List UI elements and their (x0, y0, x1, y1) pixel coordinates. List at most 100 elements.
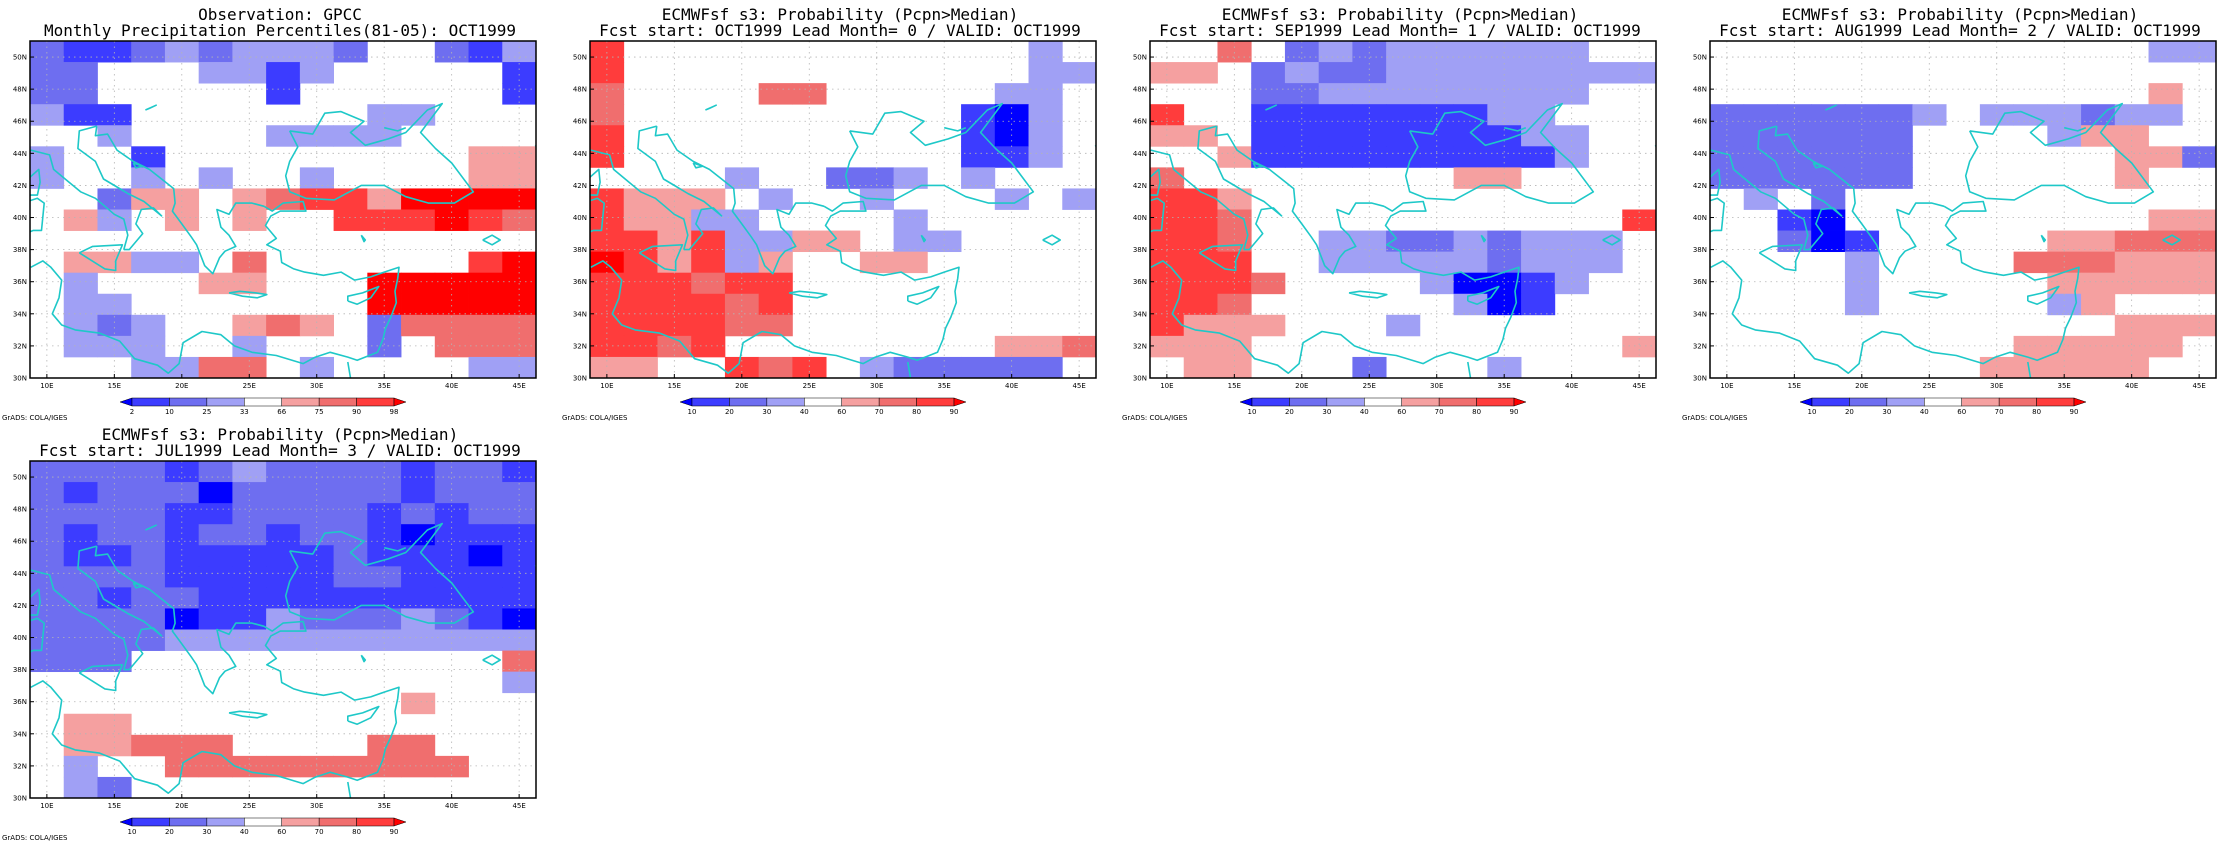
grid-cell (2081, 230, 2116, 253)
grid-cell (1878, 146, 1913, 168)
coastline (30, 149, 129, 250)
grid-cell (97, 335, 132, 358)
panel-title-line2: Fcst start: OCT1999 Lead Month= 0 / VALI… (599, 21, 1081, 40)
grid-cell (232, 356, 267, 378)
colorbar-swatch (766, 397, 805, 407)
colorbar-swatch (2036, 397, 2075, 407)
grid-cell (434, 335, 469, 358)
grid-cell (299, 755, 334, 778)
grid-cell (502, 167, 536, 189)
grid-cell (1743, 188, 1778, 210)
grid-cell (468, 566, 503, 588)
grid-cell (1183, 293, 1218, 316)
colorbar-label: 80 (352, 828, 361, 836)
grid-cell (724, 314, 760, 337)
grid-cell (299, 41, 334, 63)
colorbar-max-arrow (2073, 397, 2087, 407)
lat-tick-label: 32N (1693, 342, 1707, 350)
grid-cell (299, 629, 334, 651)
grid-cell (502, 650, 536, 673)
colorbar-swatch (1811, 397, 1850, 407)
coastline (1042, 234, 1062, 246)
grid-cell (63, 272, 98, 295)
grid-cell (1318, 125, 1353, 147)
grid-cell (198, 272, 233, 295)
lon-tick-label: 10E (1720, 382, 1733, 390)
coastline (384, 126, 407, 132)
lat-tick-label: 42N (573, 182, 587, 190)
colorbar-label: 60 (1957, 408, 1966, 416)
grid-cell (367, 209, 402, 231)
grid-cell (30, 83, 65, 105)
grid-cell (401, 314, 436, 337)
grid-cell (657, 188, 692, 210)
colorbar-label: 70 (875, 408, 884, 416)
lon-tick-label: 10E (40, 802, 53, 810)
lon-tick-label: 35E (1498, 382, 1511, 390)
map-panel-lead2: ECMWFsf s3: Probability (Pcpn>Median) Fcs… (1680, 0, 2240, 422)
grid-cell (758, 230, 793, 253)
coastline (907, 361, 912, 378)
grid-cell (893, 356, 928, 378)
lon-tick-label: 30E (310, 382, 323, 390)
grid-cell (691, 335, 726, 358)
coastline (346, 705, 380, 726)
grid-cell (590, 41, 625, 63)
grid-cell (333, 461, 368, 483)
grid-cell (2148, 314, 2183, 337)
colorbar-label: 20 (1845, 408, 1854, 416)
coastline (77, 125, 163, 251)
grid-cell (63, 41, 98, 63)
grid-cell (468, 251, 503, 274)
grid-cell (1217, 356, 1252, 378)
grid-cell (1811, 167, 1846, 189)
grid-cell (299, 524, 334, 546)
lat-tick-label: 50N (1693, 54, 1707, 62)
colorbar-swatch (1886, 397, 1925, 407)
grid-cell (1386, 314, 1421, 337)
grid-cell (691, 209, 726, 231)
grid-cell (30, 608, 65, 630)
grid-cell (97, 713, 132, 736)
grid-cell (758, 188, 793, 210)
colorbar: 2 10 25 33 66 75 90 98 (119, 397, 407, 416)
grid-cell (590, 335, 625, 358)
grads-credit: GrADS: COLA/IGES (2, 414, 68, 422)
coastline (590, 168, 601, 196)
grid-cell (1979, 104, 2014, 126)
grid-cell (1554, 62, 1589, 84)
map-panel-lead1: ECMWFsf s3: Probability (Pcpn>Median) Fcs… (1120, 0, 1680, 422)
grid-cell (198, 167, 233, 189)
grid-cell (367, 587, 402, 609)
lat-tick-label: 50N (573, 54, 587, 62)
colorbar: 10 20 30 40 60 70 80 90 (119, 817, 407, 836)
grid-cell (1183, 356, 1218, 378)
grid-cell (1521, 125, 1556, 147)
colorbar-swatch (318, 397, 357, 407)
grid-cell (401, 209, 436, 231)
grid-cell (434, 293, 469, 316)
grid-cell (97, 524, 132, 546)
grid-cell (502, 524, 536, 546)
grid-cell (198, 587, 233, 609)
coastline (1150, 149, 1249, 250)
grid-cell (792, 356, 827, 378)
grid-cell (1588, 251, 1623, 274)
grid-cell (1352, 356, 1387, 378)
grid-cell (367, 608, 402, 630)
lat-tick-label: 46N (1693, 118, 1707, 126)
colorbar-label: 10 (1248, 408, 1257, 416)
grid-cell (198, 503, 233, 525)
grads-credit: GrADS: COLA/IGES (1122, 414, 1188, 422)
grid-cell (657, 230, 692, 253)
coastline (30, 197, 46, 233)
map-frame (29, 40, 537, 379)
map-panel-lead3: ECMWFsf s3: Probability (Pcpn>Median) Fcs… (0, 420, 560, 842)
coastline (1404, 102, 1595, 204)
grid-cell (590, 62, 625, 84)
coastline (482, 234, 502, 246)
grid-cell (1419, 83, 1454, 105)
grid-cell (131, 524, 166, 546)
panel-title-line1: ECMWFsf s3: Probability (Pcpn>Median) (101, 425, 459, 444)
grid-cell (1453, 251, 1488, 274)
